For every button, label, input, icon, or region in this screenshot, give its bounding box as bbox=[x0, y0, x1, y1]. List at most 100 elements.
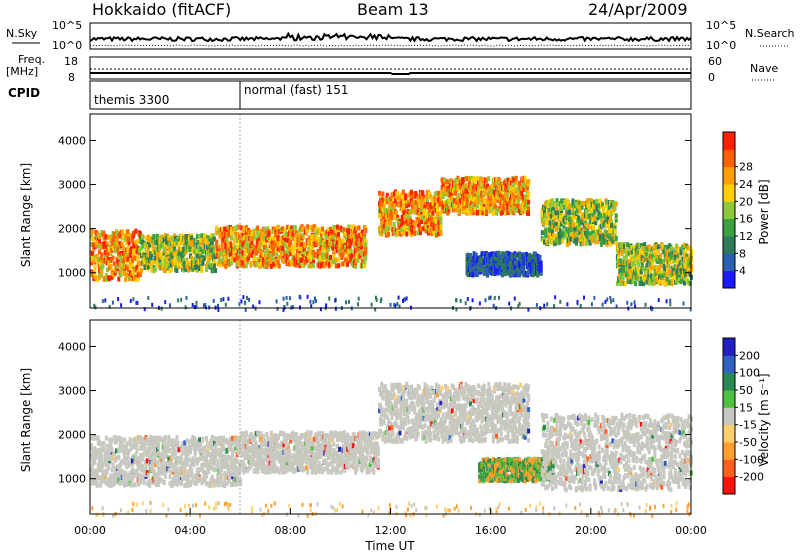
power-cell bbox=[330, 261, 334, 267]
power-cell bbox=[593, 209, 597, 215]
power-cell bbox=[187, 243, 191, 249]
power-cell bbox=[261, 255, 265, 261]
power-cell bbox=[539, 270, 543, 276]
power-cell bbox=[101, 263, 105, 269]
power-cell bbox=[400, 214, 404, 220]
power-cell bbox=[299, 244, 303, 250]
power-cell bbox=[178, 255, 182, 261]
power-cell bbox=[406, 214, 410, 219]
power-cell bbox=[639, 281, 643, 287]
power-cell bbox=[241, 232, 245, 238]
power-cell bbox=[392, 203, 396, 209]
power-cell bbox=[399, 223, 403, 229]
power-cell bbox=[375, 297, 378, 302]
velocity-cell bbox=[123, 478, 126, 483]
power-cell bbox=[235, 224, 239, 230]
power-cell bbox=[132, 248, 136, 254]
power-cell bbox=[301, 232, 305, 238]
velocity-cell bbox=[110, 438, 114, 444]
power-cell bbox=[645, 262, 649, 268]
power-cell bbox=[330, 231, 334, 237]
power-cell bbox=[231, 255, 235, 261]
power-cell bbox=[289, 240, 293, 246]
power-cell bbox=[492, 201, 496, 207]
power-cell bbox=[207, 260, 211, 266]
power-cell bbox=[653, 278, 657, 284]
power-cell bbox=[256, 225, 260, 231]
power-cell bbox=[621, 264, 625, 270]
power-cell bbox=[557, 220, 561, 226]
power-cell bbox=[283, 240, 287, 246]
power-cell bbox=[395, 210, 399, 216]
power-cell bbox=[126, 266, 130, 272]
power-cell bbox=[392, 228, 396, 233]
power-cell bbox=[209, 253, 213, 259]
power-cell bbox=[223, 250, 227, 256]
power-cell bbox=[588, 202, 592, 208]
power-cell bbox=[495, 177, 499, 183]
power-cell bbox=[593, 199, 597, 205]
power-cell bbox=[659, 258, 663, 264]
power-cell bbox=[299, 295, 302, 300]
power-cell bbox=[107, 257, 111, 263]
power-cell bbox=[508, 206, 512, 212]
power-cell bbox=[236, 260, 240, 266]
power-cell bbox=[543, 303, 546, 308]
power-cell bbox=[350, 253, 354, 259]
power-cell bbox=[555, 198, 559, 204]
velocity-cell bbox=[99, 475, 103, 481]
power-cell bbox=[227, 232, 231, 238]
power-cell bbox=[568, 240, 572, 246]
power-cell bbox=[307, 263, 311, 269]
power-cell bbox=[340, 255, 344, 260]
power-cell bbox=[389, 302, 392, 307]
beam-title: Beam 13 bbox=[357, 0, 429, 19]
power-cell bbox=[587, 207, 591, 213]
power-cell bbox=[429, 225, 433, 231]
power-cell bbox=[338, 237, 342, 243]
power-cell bbox=[507, 251, 511, 257]
power-cell bbox=[590, 302, 593, 307]
power-cell bbox=[592, 228, 595, 234]
power-cell bbox=[606, 297, 609, 302]
power-cell bbox=[639, 258, 643, 264]
power-cell bbox=[407, 202, 411, 208]
power-cell bbox=[657, 298, 660, 303]
power-cell bbox=[436, 203, 439, 209]
velocity-cell bbox=[95, 468, 99, 474]
power-cell bbox=[413, 221, 417, 227]
power-cell bbox=[625, 253, 628, 259]
power-cell bbox=[356, 238, 360, 244]
power-cell bbox=[214, 268, 218, 273]
power-cell bbox=[143, 307, 146, 312]
velocity-cell bbox=[120, 458, 124, 464]
power-cell bbox=[341, 261, 345, 267]
power-cell bbox=[351, 231, 355, 237]
power-cell bbox=[310, 246, 314, 252]
power-cell bbox=[552, 201, 556, 207]
power-cell bbox=[420, 201, 424, 207]
power-cell bbox=[578, 230, 582, 235]
power-cell bbox=[687, 267, 691, 273]
power-cell bbox=[480, 205, 484, 211]
power-cell bbox=[388, 202, 392, 208]
power-cell bbox=[506, 192, 510, 198]
power-cell bbox=[111, 255, 115, 261]
power-cell bbox=[215, 230, 219, 236]
power-cell bbox=[471, 197, 475, 203]
power-cell bbox=[553, 216, 557, 222]
power-cell bbox=[473, 196, 477, 202]
power-cell bbox=[461, 181, 465, 187]
power-cell bbox=[423, 208, 427, 213]
power-cell bbox=[493, 296, 496, 300]
power-cell bbox=[637, 255, 641, 261]
power-cell bbox=[607, 204, 611, 210]
power-cell bbox=[200, 233, 204, 239]
power-cell bbox=[121, 235, 125, 241]
power-cell bbox=[150, 265, 154, 271]
power-cell bbox=[592, 202, 595, 208]
power-cell bbox=[281, 226, 285, 232]
power-cell bbox=[483, 190, 487, 196]
power-cell bbox=[266, 226, 270, 232]
power-cell bbox=[201, 260, 205, 266]
